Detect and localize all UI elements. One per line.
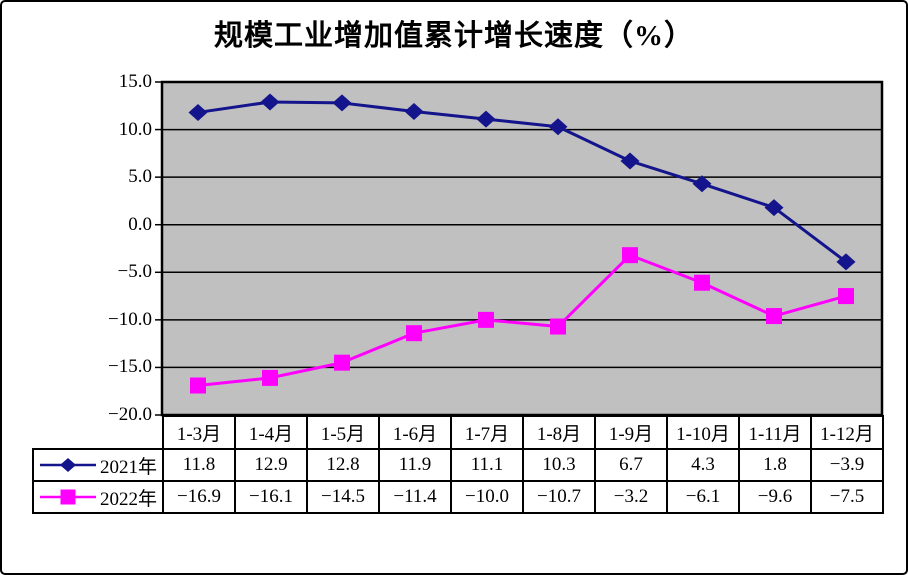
data-point-marker [406,325,422,342]
value-cell: −10.7 [522,480,596,514]
value-cell: −7.5 [810,480,884,514]
y-axis-tick-label: −5.0 [117,261,152,283]
x-axis-label-cell: 1-3月 [162,415,236,450]
series-line [197,253,847,387]
y-axis-tick-label: 15.0 [118,71,152,92]
y-axis-tick-label: −20.0 [108,404,152,425]
data-point-marker [260,93,280,111]
value-cell: 6.7 [594,448,668,482]
value-cell: −3.2 [594,480,668,514]
legend-cell: 2022年 [32,480,164,514]
x-axis-label-cell: 1-7月 [450,415,524,450]
value-cell: 11.1 [450,448,524,482]
value-cell: −3.9 [810,448,884,482]
x-axis-label-cell: 1-10月 [666,415,740,450]
y-axis-tick-label: −10.0 [108,308,152,330]
value-cell: 4.3 [666,448,740,482]
value-cell: 11.8 [162,448,236,482]
y-axis-tick-label: 10.0 [118,118,152,140]
value-cell: 11.9 [378,448,452,482]
legend-key: 2022年 [35,484,161,511]
data-point-marker [622,247,638,264]
data-point-marker [262,369,278,386]
plot-border [160,80,884,417]
y-axis-tick-label: −15.0 [108,356,152,378]
value-cell: −14.5 [306,480,380,514]
plot-background [162,82,882,415]
x-axis-label-cell: 1-11月 [738,415,812,450]
data-point-marker [332,94,352,112]
data-point-marker [188,103,208,121]
chart-title: 规模工业增加值累计增长速度（%） [213,20,694,52]
data-point-marker [404,102,424,120]
x-axis-label-cell: 1-6月 [378,415,452,450]
value-cell: −10.0 [450,480,524,514]
value-cell: −16.9 [162,480,236,514]
legend-diamond-icon [39,458,96,472]
data-point-marker [838,288,854,305]
legend-label: 2022年 [99,488,157,510]
value-cell: −9.6 [738,480,812,514]
series-row: 2021年 11.8 12.9 12.8 11.9 11.1 10.3 6.7 4.3 1.8 −3… [32,448,884,482]
data-point-marker [548,118,568,136]
legend-label: 2021年 [99,456,157,478]
series-row: 2022年 −16.9 −16.1 −14.5 −11.4 −10.0 −10.7 −3.2−… [32,480,884,514]
data-point-marker [478,311,494,328]
data-point-marker [692,175,712,193]
table-corner-cell [33,416,163,449]
value-cell: 1.8 [738,448,812,482]
x-axis-label-cell: 1-8月 [522,415,596,450]
data-table: 1-3月 1-4月 1-5月 1-6月 1-7月 1-8月 1-9月 1-10月 1-11月 1-… [32,415,884,514]
value-cell: −6.1 [666,480,740,514]
value-cell: −16.1 [234,480,308,514]
x-axis-label-row: 1-3月 1-4月 1-5月 1-6月 1-7月 1-8月 1-9月 1-10月 1-11月 1-… [33,415,884,450]
plot-area [155,80,884,417]
legend-square-icon [39,489,96,505]
series-2021年 [188,93,856,271]
value-cell: 10.3 [522,448,596,482]
series-line [197,100,847,264]
legend-key: 2021年 [35,452,161,479]
data-point-marker [694,274,710,291]
value-cell: −11.4 [378,480,452,514]
data-point-marker [334,354,350,371]
x-axis-label-cell: 1-4月 [234,415,308,450]
data-point-marker [190,377,206,394]
value-cell: 12.8 [306,448,380,482]
x-axis-label-cell: 1-9月 [594,415,668,450]
legend-cell: 2021年 [32,448,164,482]
data-point-marker [766,308,782,325]
data-point-marker [620,152,640,170]
data-point-marker [476,110,496,128]
y-axis-tick-label: 0.0 [128,213,152,235]
series-2022年 [190,247,854,394]
data-point-marker [550,318,566,335]
data-point-marker [764,199,784,217]
y-axis-tick-label: 5.0 [128,166,152,188]
data-point-marker [836,253,856,271]
value-cell: 12.9 [234,448,308,482]
x-axis-label-cell: 1-5月 [306,415,380,450]
x-axis-label-cell: 1-12月 [810,415,884,450]
